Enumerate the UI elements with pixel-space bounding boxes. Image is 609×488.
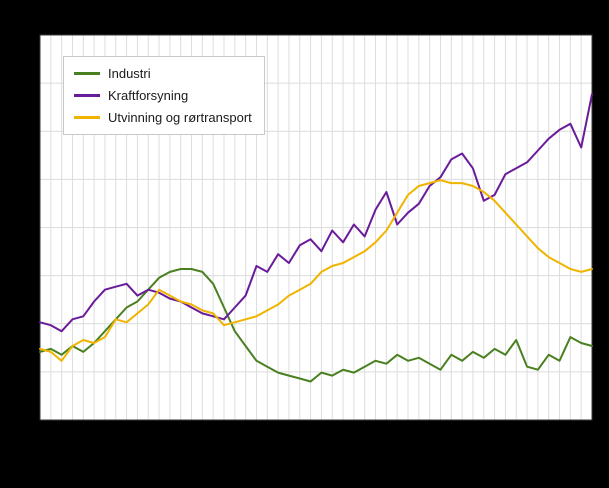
legend-label-kraftforsyning: Kraftforsyning — [108, 87, 189, 103]
legend-item-kraftforsyning: Kraftforsyning — [74, 84, 252, 106]
legend: Industri Kraftforsyning Utvinning og rør… — [63, 56, 265, 135]
legend-item-utvinning: Utvinning og rørtransport — [74, 106, 252, 128]
legend-swatch-industri — [74, 71, 100, 75]
legend-label-utvinning: Utvinning og rørtransport — [108, 109, 252, 125]
legend-label-industri: Industri — [108, 65, 151, 81]
legend-swatch-utvinning — [74, 115, 100, 119]
legend-item-industri: Industri — [74, 62, 252, 84]
legend-swatch-kraftforsyning — [74, 93, 100, 97]
